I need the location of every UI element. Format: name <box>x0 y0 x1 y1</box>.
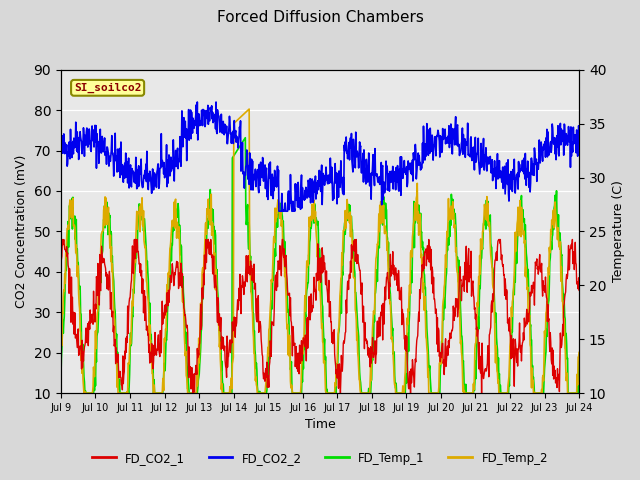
Text: Forced Diffusion Chambers: Forced Diffusion Chambers <box>216 10 424 24</box>
Y-axis label: Temperature (C): Temperature (C) <box>612 180 625 282</box>
Legend: FD_CO2_1, FD_CO2_2, FD_Temp_1, FD_Temp_2: FD_CO2_1, FD_CO2_2, FD_Temp_1, FD_Temp_2 <box>87 447 553 469</box>
X-axis label: Time: Time <box>305 419 335 432</box>
Text: SI_soilco2: SI_soilco2 <box>74 83 141 93</box>
Y-axis label: CO2 Concentration (mV): CO2 Concentration (mV) <box>15 155 28 308</box>
